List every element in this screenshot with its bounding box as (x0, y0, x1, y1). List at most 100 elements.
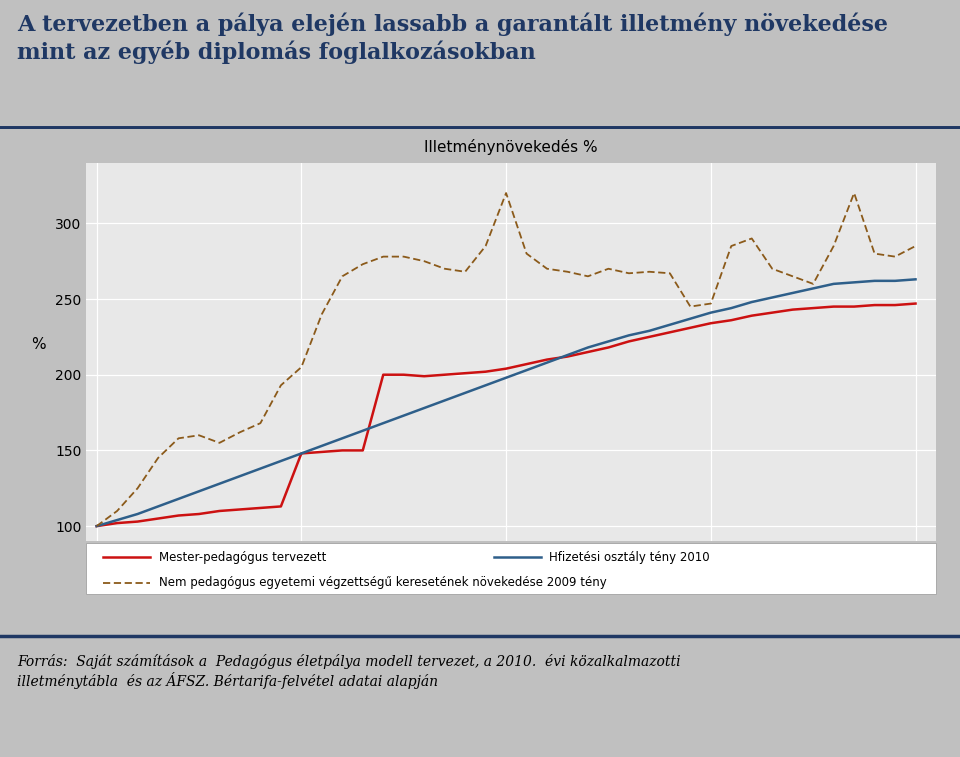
Mester-pedagógus tervezett (623, 337, 635, 346)
Nem pedagógus egyetemi végzettségű keresetének növekedése 2009 tény (910, 241, 922, 251)
Mester-pedagógus tervezett (520, 360, 532, 369)
Hfizetési osztály tény 2010 (234, 472, 246, 481)
Hfizetési osztály tény 2010 (500, 373, 512, 382)
Hfizetési osztály tény 2010 (153, 502, 164, 511)
Nem pedagógus egyetemi végzettségű keresetének növekedése 2009 tény (337, 272, 348, 281)
Mester-pedagógus tervezett (398, 370, 410, 379)
Mester-pedagógus tervezett (193, 509, 204, 519)
Nem pedagógus egyetemi végzettségű keresetének növekedése 2009 tény (153, 453, 164, 463)
Mester-pedagógus tervezett (910, 299, 922, 308)
Hfizetési osztály tény 2010 (419, 403, 430, 413)
Hfizetési osztály tény 2010 (357, 426, 369, 435)
Mester-pedagógus tervezett (132, 517, 143, 526)
Hfizetési osztály tény 2010 (398, 411, 410, 420)
Y-axis label: %: % (31, 337, 46, 352)
X-axis label: Gyakorlati idő: Gyakorlati idő (458, 569, 564, 584)
Mester-pedagógus tervezett (111, 519, 123, 528)
Hfizetési osztály tény 2010 (889, 276, 900, 285)
Nem pedagógus egyetemi végzettségű keresetének növekedése 2009 tény (520, 249, 532, 258)
Nem pedagógus egyetemi végzettségű keresetének növekedése 2009 tény (623, 269, 635, 278)
Hfizetési osztály tény 2010 (623, 331, 635, 340)
Hfizetési osztály tény 2010 (766, 293, 778, 302)
Line: Nem pedagógus egyetemi végzettségű keresetének növekedése 2009 tény: Nem pedagógus egyetemi végzettségű keres… (97, 193, 916, 526)
Hfizetési osztály tény 2010 (111, 516, 123, 525)
Mester-pedagógus tervezett (889, 301, 900, 310)
Hfizetési osztály tény 2010 (337, 434, 348, 443)
Hfizetési osztály tény 2010 (582, 343, 593, 352)
Mester-pedagógus tervezett (726, 316, 737, 325)
Hfizetési osztály tény 2010 (726, 304, 737, 313)
Mester-pedagógus tervezett (357, 446, 369, 455)
Hfizetési osztály tény 2010 (377, 419, 389, 428)
Nem pedagógus egyetemi végzettségű keresetének növekedése 2009 tény (132, 484, 143, 493)
Mester-pedagógus tervezett (582, 347, 593, 357)
Hfizetési osztály tény 2010 (91, 522, 103, 531)
Mester-pedagógus tervezett (807, 304, 819, 313)
Hfizetési osztály tény 2010 (520, 366, 532, 375)
Nem pedagógus egyetemi végzettségű keresetének növekedése 2009 tény (234, 428, 246, 437)
Mester-pedagógus tervezett (664, 328, 676, 337)
Mester-pedagógus tervezett (316, 447, 327, 456)
Hfizetési osztály tény 2010 (746, 298, 757, 307)
Hfizetési osztály tény 2010 (562, 350, 573, 360)
Hfizetési osztály tény 2010 (828, 279, 839, 288)
Nem pedagógus egyetemi végzettségű keresetének növekedése 2009 tény (889, 252, 900, 261)
Nem pedagógus egyetemi végzettségű keresetének növekedése 2009 tény (766, 264, 778, 273)
Nem pedagógus egyetemi végzettségű keresetének növekedése 2009 tény (705, 299, 716, 308)
Nem pedagógus egyetemi végzettségű keresetének növekedése 2009 tény (664, 269, 676, 278)
Mester-pedagógus tervezett (439, 370, 450, 379)
Hfizetési osztály tény 2010 (254, 464, 266, 473)
Nem pedagógus egyetemi végzettségű keresetének növekedése 2009 tény (439, 264, 450, 273)
Nem pedagógus egyetemi végzettségű keresetének növekedése 2009 tény (787, 272, 799, 281)
Nem pedagógus egyetemi végzettségű keresetének növekedése 2009 tény (377, 252, 389, 261)
Mester-pedagógus tervezett (828, 302, 839, 311)
Line: Hfizetési osztály tény 2010: Hfizetési osztály tény 2010 (97, 279, 916, 526)
Nem pedagógus egyetemi végzettségű keresetének növekedése 2009 tény (419, 257, 430, 266)
Hfizetési osztály tény 2010 (132, 509, 143, 519)
Nem pedagógus egyetemi végzettségű keresetének növekedése 2009 tény (111, 506, 123, 516)
Mester-pedagógus tervezett (460, 369, 471, 378)
Hfizetési osztály tény 2010 (910, 275, 922, 284)
Hfizetési osztály tény 2010 (541, 358, 553, 367)
Nem pedagógus egyetemi végzettségű keresetének növekedése 2009 tény (684, 302, 696, 311)
Hfizetési osztály tény 2010 (214, 479, 226, 488)
Nem pedagógus egyetemi végzettségű keresetének növekedése 2009 tény (91, 522, 103, 531)
Hfizetési osztály tény 2010 (296, 449, 307, 458)
Mester-pedagógus tervezett (337, 446, 348, 455)
Nem pedagógus egyetemi végzettségű keresetének növekedése 2009 tény (603, 264, 614, 273)
Nem pedagógus egyetemi végzettségű keresetének növekedése 2009 tény (398, 252, 410, 261)
Mester-pedagógus tervezett (849, 302, 860, 311)
Mester-pedagógus tervezett (869, 301, 880, 310)
Hfizetési osztály tény 2010 (849, 278, 860, 287)
Nem pedagógus egyetemi végzettségű keresetének növekedése 2009 tény (276, 381, 287, 390)
Nem pedagógus egyetemi végzettségű keresetének növekedése 2009 tény (828, 241, 839, 251)
Nem pedagógus egyetemi végzettségű keresetének növekedése 2009 tény (173, 434, 184, 443)
Mester-pedagógus tervezett (214, 506, 226, 516)
Mester-pedagógus tervezett (419, 372, 430, 381)
Mester-pedagógus tervezett (684, 323, 696, 332)
Mester-pedagógus tervezett (766, 308, 778, 317)
Text: Mester-pedagógus tervezett: Mester-pedagógus tervezett (158, 550, 326, 564)
Hfizetési osztály tény 2010 (193, 487, 204, 496)
Mester-pedagógus tervezett (276, 502, 287, 511)
Nem pedagógus egyetemi végzettségű keresetének növekedése 2009 tény (254, 419, 266, 428)
Mester-pedagógus tervezett (787, 305, 799, 314)
Text: A tervezetben a pálya elején lassabb a garantált illetmény növekedése
mint az eg: A tervezetben a pálya elején lassabb a g… (17, 13, 888, 64)
Hfizetési osztály tény 2010 (480, 381, 492, 390)
Text: Nem pedagógus egyetemi végzettségű keresetének növekedése 2009 tény: Nem pedagógus egyetemi végzettségű keres… (158, 576, 607, 590)
Mester-pedagógus tervezett (562, 352, 573, 361)
Hfizetési osztály tény 2010 (643, 326, 655, 335)
Nem pedagógus egyetemi végzettségű keresetének növekedése 2009 tény (726, 241, 737, 251)
Mester-pedagógus tervezett (480, 367, 492, 376)
Nem pedagógus egyetemi végzettségű keresetének növekedése 2009 tény (296, 363, 307, 372)
Mester-pedagógus tervezett (705, 319, 716, 328)
Text: Hfizetési osztály tény 2010: Hfizetési osztály tény 2010 (549, 550, 710, 564)
Mester-pedagógus tervezett (296, 449, 307, 458)
Hfizetési osztály tény 2010 (684, 314, 696, 323)
Nem pedagógus egyetemi végzettségű keresetének növekedése 2009 tény (541, 264, 553, 273)
Nem pedagógus egyetemi végzettségű keresetének növekedése 2009 tény (869, 249, 880, 258)
Nem pedagógus egyetemi végzettségű keresetének növekedése 2009 tény (357, 260, 369, 269)
Nem pedagógus egyetemi végzettségű keresetének növekedése 2009 tény (214, 438, 226, 447)
Mester-pedagógus tervezett (173, 511, 184, 520)
Mester-pedagógus tervezett (746, 311, 757, 320)
